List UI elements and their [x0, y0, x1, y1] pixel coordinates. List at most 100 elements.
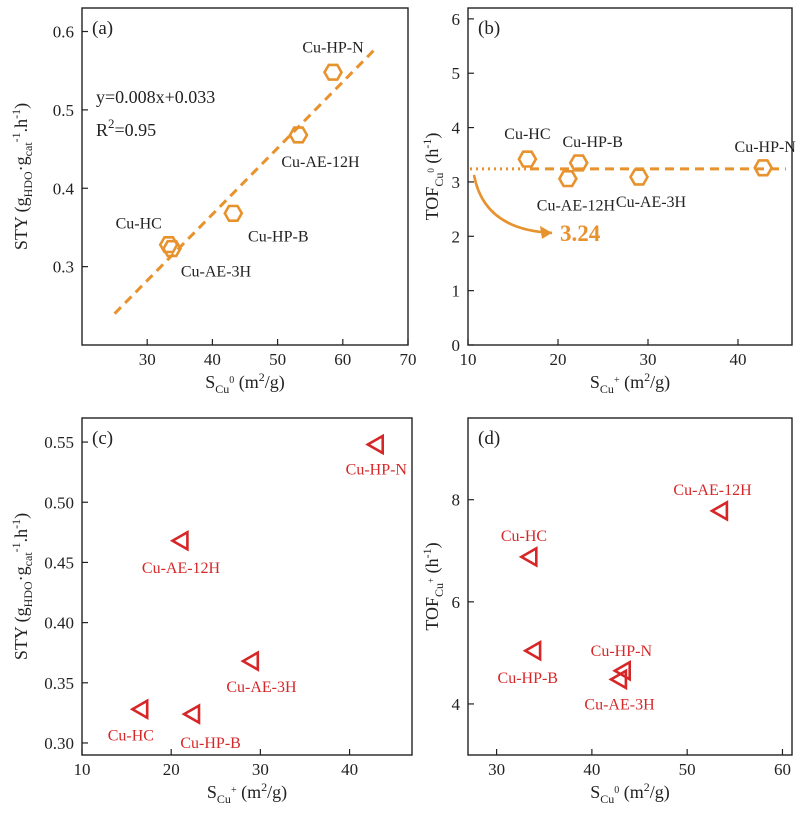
data-point-hexagon [162, 239, 183, 258]
y-tick-label: 0.3 [53, 258, 74, 277]
point-label: Cu-HP-N [735, 139, 797, 156]
point-label: Cu-HC [116, 216, 162, 233]
y-axis-title: STY (gHDO·gcat-1.h-1) [9, 103, 35, 250]
point-label: Cu-HC [108, 727, 154, 744]
point-label: Cu-AE-12H [673, 482, 752, 499]
y-tick-label: 6 [452, 10, 461, 29]
average-value-label: 3.24 [560, 221, 601, 246]
y-axis-title: TOFCu0 (h-1) [420, 133, 446, 221]
point-label: Cu-AE-12H [537, 198, 616, 215]
plot-frame [81, 7, 409, 346]
y-tick-label: 8 [452, 491, 461, 510]
data-point-triangle [129, 698, 149, 721]
x-tick-label: 30 [488, 760, 505, 779]
data-point-triangle [518, 546, 538, 568]
y-tick-label: 5 [452, 64, 461, 83]
x-tick-label: 50 [269, 350, 286, 369]
data-point-triangle [612, 660, 632, 682]
fit-equation: y=0.008x+0.033 [96, 87, 215, 107]
point-label: Cu-AE-3H [226, 679, 297, 696]
panel-label: (b) [478, 18, 500, 39]
data-point-triangle [365, 433, 385, 456]
point-label: Cu-HP-N [302, 39, 364, 56]
x-tick-label: 40 [341, 760, 358, 779]
point-label: Cu-HP-B [180, 735, 240, 752]
x-tick-label: 60 [774, 760, 791, 779]
data-point-triangle [709, 500, 729, 522]
x-tick-label: 40 [583, 760, 600, 779]
x-axis-title: SCu+ (m2/g) [207, 780, 287, 806]
point-label: Cu-HP-B [248, 228, 308, 245]
data-point-triangle [522, 640, 542, 662]
panel-a: (a) 30 40 50 60 70 0.3 0.4 0.5 0.6 SCu0 (m2/g) STY … [9, 7, 417, 396]
panel-label: (a) [92, 18, 113, 39]
data-point-triangle [181, 703, 201, 725]
data-point-hexagon [568, 154, 589, 172]
y-tick-label: 0.6 [53, 23, 74, 42]
x-tick-label: 20 [550, 350, 567, 369]
y-tick-label: 0.40 [44, 614, 74, 633]
y-tick-label: 3 [452, 173, 461, 192]
point-label: Cu-HC [504, 126, 550, 143]
x-tick-label: 40 [730, 350, 747, 369]
y-tick-label: 0.55 [44, 433, 74, 452]
panel-c: (c) 10 20 30 40 0.30 0.35 0.40 0.45 0.50 0.55 SCu+ … [9, 417, 413, 806]
x-tick-label: 50 [679, 760, 696, 779]
point-label: Cu-HP-N [346, 461, 408, 478]
fit-r-squared: R2=0.95 [96, 116, 156, 140]
point-label: Cu-AE-3H [181, 264, 252, 281]
average-arrowhead [540, 225, 552, 239]
x-tick-label: 40 [204, 350, 221, 369]
plot-frame [467, 7, 793, 346]
point-label: Cu-AE-3H [616, 194, 687, 211]
panel-b: (b) 10 20 30 40 0 1 2 3 4 5 6 SCu+ (m2/g) TOFCu0 (h-1… [420, 7, 797, 396]
y-tick-label: 0.35 [44, 674, 74, 693]
data-point-triangle [240, 650, 260, 672]
y-tick-label: 6 [452, 593, 461, 612]
y-tick-label: 1 [452, 282, 461, 301]
data-point-hexagon [322, 63, 343, 81]
y-tick-label: 4 [452, 119, 461, 138]
y-axis-title: STY (gHDO·gcat-1.h-1) [9, 513, 35, 660]
point-label: Cu-HP-B [498, 670, 558, 687]
plot-frame [81, 417, 413, 756]
data-point-hexagon [557, 170, 578, 188]
panel-d: (d) 30 40 50 60 4 6 8 SCu0 (m2/g) TOFCu+ (h-1) Cu-… [420, 417, 793, 806]
x-axis-title: SCu0 (m2/g) [205, 370, 285, 396]
data-point-hexagon [628, 168, 649, 186]
point-label: Cu-AE-12H [142, 560, 221, 577]
y-tick-label: 0.45 [44, 553, 74, 572]
x-axis-title: SCu0 (m2/g) [590, 780, 670, 806]
x-tick-label: 30 [252, 760, 269, 779]
y-tick-label: 0.30 [44, 734, 74, 753]
x-tick-label: 30 [139, 350, 156, 369]
point-label: Cu-HC [501, 528, 547, 545]
data-point-triangle [169, 530, 189, 552]
average-arrow [472, 174, 553, 235]
y-axis-title: TOFCu+ (h-1) [420, 542, 446, 630]
point-label: Cu-HP-B [562, 134, 622, 151]
y-tick-label: 0.4 [53, 179, 75, 198]
x-tick-label: 20 [163, 760, 180, 779]
x-tick-label: 60 [334, 350, 351, 369]
point-label: Cu-AE-12H [281, 154, 360, 171]
y-tick-label: 4 [452, 695, 461, 714]
x-tick-label: 70 [400, 350, 417, 369]
point-label: Cu-AE-3H [584, 696, 655, 713]
panel-label: (d) [478, 428, 500, 449]
data-point-hexagon [158, 236, 179, 254]
data-point-hexagon [223, 204, 244, 222]
data-point-hexagon [753, 159, 774, 177]
y-tick-label: 0 [452, 336, 461, 355]
data-point-hexagon [517, 150, 538, 168]
plot-frame [467, 417, 793, 756]
y-tick-label: 2 [452, 227, 461, 246]
x-tick-label: 30 [640, 350, 657, 369]
x-tick-label: 10 [74, 760, 91, 779]
data-point-triangle [608, 668, 628, 691]
data-point-hexagon [288, 126, 309, 144]
panel-label: (c) [92, 428, 113, 449]
point-label: Cu-HP-N [591, 643, 653, 660]
x-tick-label: 10 [460, 350, 477, 369]
